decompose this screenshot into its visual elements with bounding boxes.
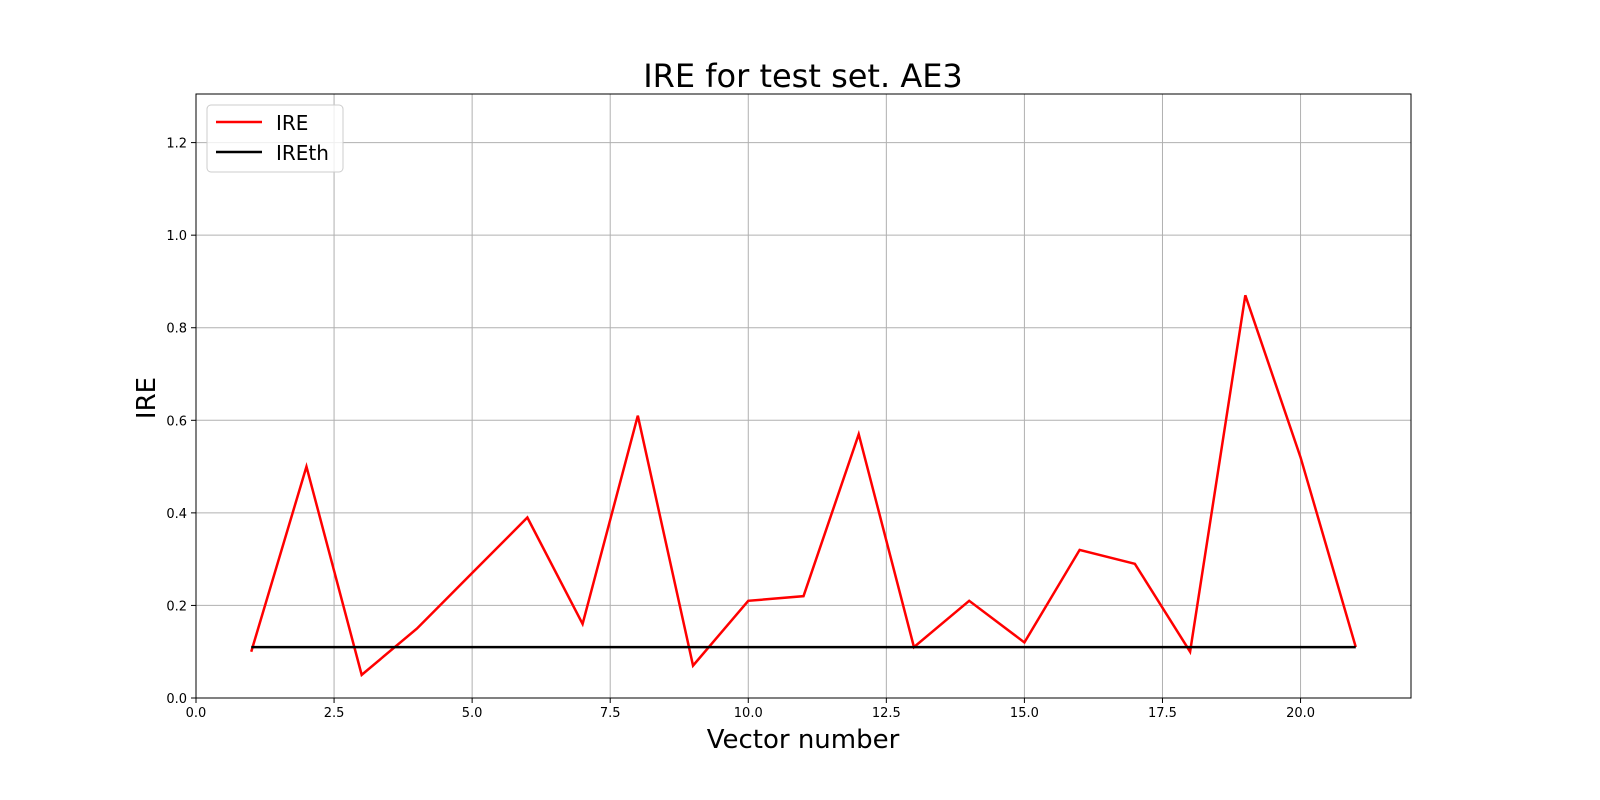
y-tick-label: 0.6 bbox=[166, 414, 187, 429]
x-tick-label: 7.5 bbox=[600, 706, 621, 721]
x-tick-label: 0.0 bbox=[186, 706, 207, 721]
series-group bbox=[250, 294, 1357, 678]
chart-title: IRE for test set. AE3 bbox=[643, 57, 963, 95]
x-tick-label: 10.0 bbox=[734, 706, 763, 721]
legend-label-ireth: IREth bbox=[276, 141, 329, 165]
x-tick-label: 20.0 bbox=[1286, 706, 1315, 721]
legend-label-ire: IRE bbox=[276, 111, 308, 135]
plot-frame bbox=[195, 93, 1412, 699]
x-tick-label: 2.5 bbox=[324, 706, 345, 721]
y-tick-label: 1.0 bbox=[166, 229, 187, 244]
y-tick-label: 0.8 bbox=[166, 322, 187, 337]
x-tick-label: 17.5 bbox=[1148, 706, 1177, 721]
x-tick-label: 12.5 bbox=[872, 706, 901, 721]
x-tick-label: 5.0 bbox=[462, 706, 483, 721]
x-axis-label: Vector number bbox=[707, 725, 900, 755]
legend: IRE IREth bbox=[206, 104, 344, 173]
y-tick-label: 0.0 bbox=[166, 692, 187, 707]
y-tick-label: 1.2 bbox=[166, 137, 187, 152]
ticks: 0.0 2.5 5.0 7.5 10.0 12.5 15.0 17.5 20.0 0.0 0.2 0.… bbox=[166, 137, 1315, 721]
y-tick-label: 0.2 bbox=[166, 599, 187, 614]
series-line-ire bbox=[250, 294, 1357, 678]
x-tick-label: 15.0 bbox=[1010, 706, 1039, 721]
y-axis-label: IRE bbox=[132, 377, 162, 419]
y-tick-label: 0.4 bbox=[166, 507, 187, 522]
